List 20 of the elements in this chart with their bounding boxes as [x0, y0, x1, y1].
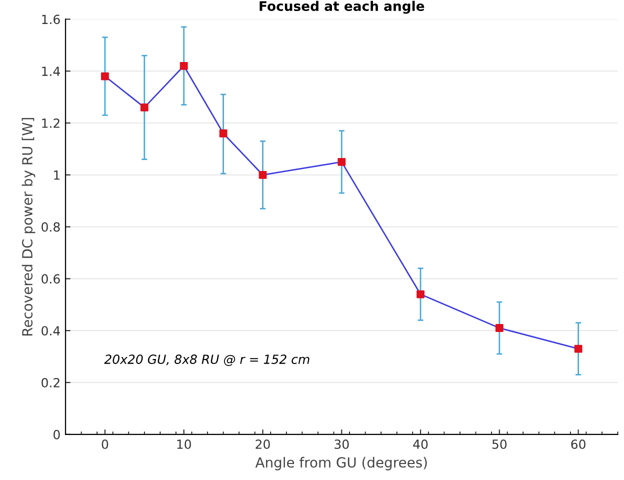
y-axis-title: Recovered DC power by RU [W]: [22, 118, 36, 336]
y-tick-label: 1.4: [42, 66, 60, 76]
annotation: 20x20 GU, 8x8 RU @ r = 152 cm: [104, 354, 310, 366]
y-tick-label: 0.4: [42, 326, 60, 336]
x-tick-label: 30: [334, 439, 349, 449]
y-tick-label: 0.8: [42, 222, 60, 232]
y-tick-label: 1.2: [42, 118, 60, 128]
x-tick-label: 10: [177, 439, 191, 449]
y-tick-label: 0: [54, 430, 60, 440]
x-tick-label: 60: [571, 439, 586, 449]
chart-title: Focused at each angle: [260, 0, 424, 14]
y-tick-label: 1: [54, 170, 60, 180]
x-axis-title: Angle from GU (degrees): [255, 456, 427, 470]
y-tick-label: 0.6: [42, 274, 60, 284]
x-tick-label: 40: [413, 439, 428, 449]
x-tick-label: 50: [492, 439, 507, 449]
y-tick-label: 0.2: [42, 378, 60, 388]
x-tick-label: 20: [256, 439, 270, 449]
y-tick-label: 1.6: [42, 14, 60, 24]
x-tick-label: 0: [102, 439, 108, 449]
